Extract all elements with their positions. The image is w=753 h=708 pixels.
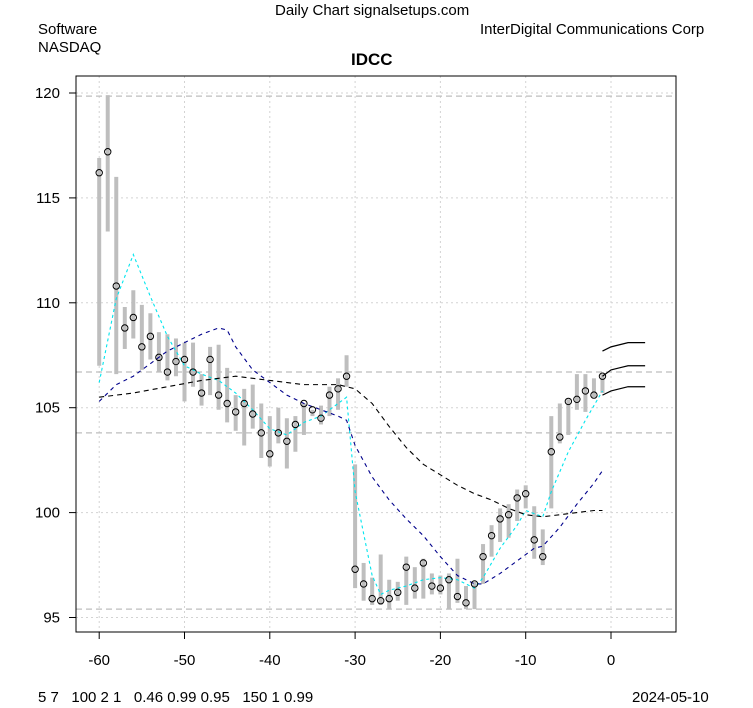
close-marker: [95, 169, 103, 177]
moving-average-line: [98, 253, 603, 596]
close-marker: [359, 580, 368, 588]
projection-line: [602, 342, 646, 352]
close-marker: [138, 343, 146, 351]
close-marker: [266, 450, 274, 458]
close-marker: [283, 437, 291, 445]
close-marker: [530, 536, 538, 544]
close-marker: [487, 531, 496, 540]
x-tick-label: -50: [174, 652, 196, 669]
close-marker: [342, 372, 351, 380]
close-marker: [513, 494, 521, 502]
close-marker: [573, 395, 581, 404]
close-marker: [445, 576, 453, 584]
x-tick-label: -60: [88, 652, 110, 669]
close-markers: [95, 148, 607, 607]
y-tick-label: 100: [35, 505, 60, 522]
close-marker: [121, 324, 129, 332]
close-marker: [240, 399, 248, 408]
close-marker: [197, 389, 206, 397]
close-marker: [291, 420, 300, 429]
close-marker: [394, 588, 402, 597]
price-bars: [97, 95, 605, 610]
moving-averages: [98, 253, 646, 596]
close-marker: [206, 355, 214, 364]
x-tick-label: -20: [430, 652, 452, 669]
close-marker: [231, 408, 240, 416]
x-tick-label: -40: [259, 652, 281, 669]
close-marker: [146, 332, 155, 341]
close-marker: [129, 313, 138, 322]
y-tick-label: 105: [35, 400, 60, 417]
plot-frame: [75, 75, 677, 633]
close-marker: [453, 592, 462, 601]
close-marker: [368, 594, 376, 603]
x-tick-label: -10: [515, 652, 537, 669]
y-tick-label: 115: [36, 190, 60, 207]
close-marker: [547, 448, 555, 456]
x-tick-label: -30: [344, 652, 366, 669]
moving-average-line: [98, 327, 603, 585]
sector-label: Software: [38, 21, 98, 38]
close-marker: [214, 391, 223, 399]
close-marker: [564, 397, 573, 406]
close-marker: [598, 372, 607, 380]
close-marker: [325, 391, 334, 399]
footer-date: 2024-05-10: [632, 689, 709, 706]
close-marker: [590, 391, 598, 399]
close-marker: [504, 510, 513, 519]
close-marker: [112, 282, 120, 290]
close-marker: [104, 148, 112, 156]
y-tick-label: 120: [35, 85, 60, 102]
close-marker: [334, 385, 342, 393]
y-tick-label: 95: [43, 610, 60, 627]
footer-params: 5 7 100 2 1 0.46 0.99 0.95 150 1 0.99: [38, 689, 314, 706]
close-marker: [189, 368, 197, 376]
close-marker: [249, 410, 257, 418]
close-marker: [155, 353, 163, 362]
close-marker: [317, 414, 325, 422]
axes: -60 -50 -40 -30 -20 -10 0 95 100 105 110 115 120: [35, 85, 615, 669]
close-marker: [496, 515, 504, 523]
close-marker: [581, 387, 590, 395]
close-marker: [385, 594, 393, 603]
close-marker: [300, 399, 308, 408]
exchange-label: NASDAQ: [38, 39, 102, 56]
close-marker: [428, 582, 436, 590]
close-marker: [522, 490, 530, 498]
close-marker: [411, 584, 419, 592]
close-marker: [376, 597, 385, 605]
close-marker: [172, 357, 180, 366]
close-marker: [402, 563, 410, 571]
close-marker: [351, 565, 359, 573]
close-marker: [436, 584, 445, 592]
close-marker: [419, 559, 428, 567]
close-marker: [163, 368, 172, 376]
close-marker: [462, 599, 470, 607]
moving-average-line: [99, 375, 603, 518]
close-marker: [308, 406, 317, 414]
close-marker: [470, 580, 479, 588]
close-marker: [180, 355, 189, 364]
y-tick-label: 110: [36, 295, 60, 312]
close-marker: [274, 429, 283, 437]
projection-line: [602, 386, 646, 396]
close-marker: [257, 429, 265, 437]
projection-line: [602, 365, 646, 377]
x-tick-label: 0: [607, 652, 615, 669]
close-marker: [223, 399, 231, 408]
close-marker: [479, 552, 487, 561]
close-marker: [556, 433, 564, 441]
company-name: InterDigital Communications Corp: [480, 21, 705, 38]
site-title: Daily Chart signalsetups.com: [275, 2, 470, 19]
close-marker: [539, 552, 547, 561]
chart-title: IDCC: [351, 50, 393, 69]
